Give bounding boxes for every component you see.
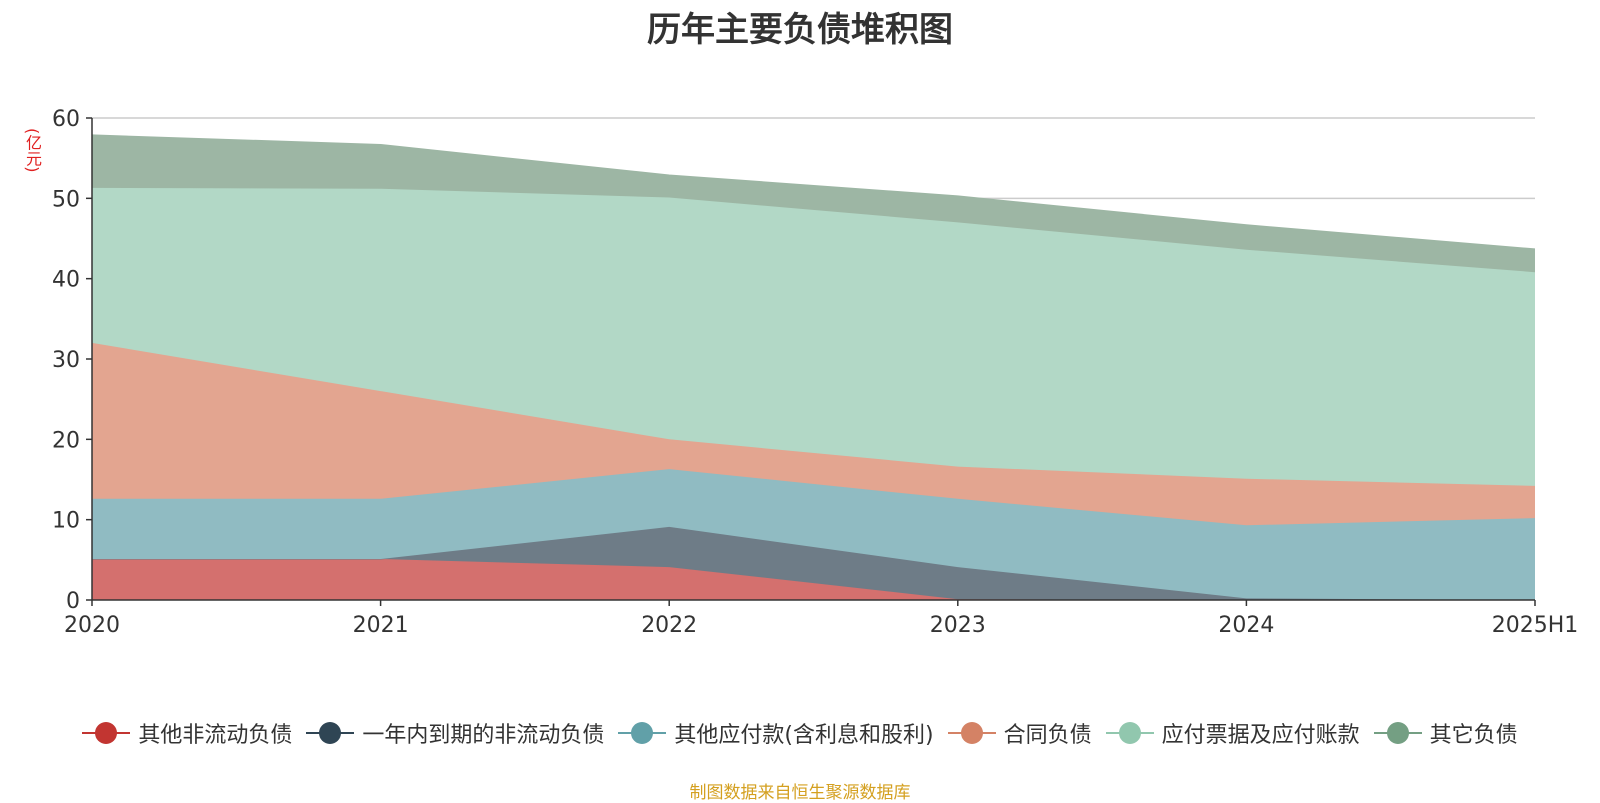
y-tick-label: 30: [52, 348, 80, 373]
legend-item[interactable]: 其他非流动负债: [82, 717, 292, 749]
legend-marker-icon: [1373, 721, 1422, 745]
source-note: 制图数据来自恒生聚源数据库: [689, 783, 911, 803]
x-ticks: 2020 2021 2022 2023 2024 2025H1: [64, 600, 1578, 638]
legend-item[interactable]: 应付票据及应付账款: [1105, 717, 1360, 749]
area-series-其他应付款(含利息和股利)[interactable]: [92, 469, 1535, 600]
legend-item[interactable]: 合同负债: [947, 717, 1092, 749]
x-tick-label: 2020: [64, 613, 120, 638]
legend-item[interactable]: 其它负债: [1373, 717, 1518, 749]
y-tick-label: 10: [52, 509, 80, 534]
legend-label: 其他非流动负债: [138, 723, 293, 748]
x-tick-label: 2024: [1218, 613, 1274, 638]
legend: 其他非流动负债 一年内到期的非流动负债 其他应付款(含利息和股利) 合同负债 应付票据及…: [0, 716, 1600, 750]
legend-item[interactable]: 一年内到期的非流动负债: [306, 717, 604, 749]
legend-label: 其它负债: [1429, 723, 1518, 748]
area-series-合同负债[interactable]: [92, 342, 1535, 526]
legend-label: 应付票据及应付账款: [1161, 723, 1360, 748]
legend-item[interactable]: 其他应付款(含利息和股利): [618, 717, 934, 749]
y-tick-label: 50: [52, 187, 80, 212]
area-series-其他非流动负债[interactable]: [92, 559, 1535, 600]
legend-label: 一年内到期的非流动负债: [362, 723, 605, 748]
axes: [91, 118, 1535, 601]
area-edge-line: [91, 134, 1536, 250]
legend-marker-icon: [306, 721, 355, 745]
y-tick-label: 40: [52, 268, 80, 293]
area-series: [91, 134, 1536, 601]
legend-marker-icon: [1105, 721, 1154, 745]
area-series-一年内到期的非流动负债[interactable]: [92, 526, 1535, 600]
y-tick-label: 20: [52, 428, 80, 453]
x-tick-label: 2023: [930, 613, 986, 638]
legend-marker-icon: [618, 721, 667, 745]
legend-label: 合同负债: [1003, 723, 1092, 748]
area-series-应付票据及应付账款[interactable]: [92, 187, 1535, 486]
x-tick-label: 2022: [641, 613, 697, 638]
chart-title: 历年主要负债堆积图: [647, 10, 953, 50]
y-axis-unit-label: (亿元): [23, 127, 42, 173]
legend-marker-icon: [82, 721, 131, 745]
y-tick-label: 60: [52, 107, 80, 132]
y-ticks: 0 10 20 30 40 50 60: [52, 107, 80, 614]
y-tick-label: 0: [66, 589, 80, 614]
x-tick-label: 2021: [353, 613, 409, 638]
legend-marker-icon: [947, 721, 996, 745]
area-series-其它负债[interactable]: [92, 134, 1535, 273]
legend-label: 其他应付款(含利息和股利): [674, 723, 934, 748]
x-tick-label: 2025H1: [1492, 613, 1579, 638]
